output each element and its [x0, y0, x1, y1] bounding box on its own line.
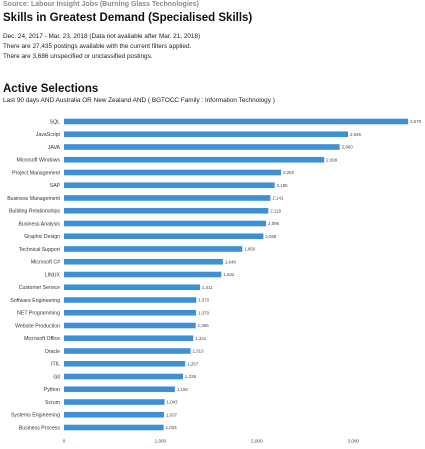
bar [64, 207, 269, 214]
bar [64, 424, 164, 431]
value-label: 2,068 [265, 234, 277, 239]
value-label: 1,257 [187, 361, 199, 366]
value-label: 2,119 [270, 208, 281, 213]
value-label: 1,235 [185, 374, 197, 379]
bar [64, 156, 325, 163]
bar [64, 271, 222, 278]
x-tick-label: 0 [63, 439, 66, 444]
category-label: Scrum [45, 400, 60, 406]
category-label: Project Management [12, 170, 60, 176]
category-label: NET Programming [17, 311, 60, 317]
value-label: 1,037 [166, 412, 178, 417]
category-label: Business Process [19, 425, 61, 431]
value-label: 1,150 [177, 387, 189, 392]
bar [64, 246, 243, 252]
bar [64, 182, 275, 189]
bar [64, 233, 264, 240]
unspecified-count-text: There are 3,686 unspecified or unclassif… [3, 53, 153, 60]
value-label: 2,699 [326, 157, 338, 162]
bar [64, 131, 348, 138]
value-label: 2,252 [283, 170, 295, 175]
category-label: Business Analysis [18, 221, 60, 227]
category-label: Graphic Design [24, 234, 60, 240]
category-label: Git [53, 374, 60, 380]
bar [64, 386, 175, 393]
bar [64, 399, 165, 405]
value-label: 3,570 [410, 119, 422, 124]
active-selections-filter: Last 90 days AND Australia OR New Zealan… [3, 97, 275, 104]
bar [64, 335, 194, 342]
category-label: Systems Engineering [11, 413, 60, 419]
postings-count-text: There are 27,435 postings available with… [3, 43, 192, 50]
x-tick-label: 3,000 [347, 439, 359, 444]
value-label: 2,860 [342, 145, 354, 150]
bar [64, 297, 197, 303]
category-label: Building Relationships [9, 209, 60, 215]
active-selections-title: Active Selections [3, 83, 99, 95]
x-tick-label: 2,000 [251, 439, 263, 444]
value-label: 1,033 [166, 425, 178, 430]
category-label: JAVA [48, 145, 61, 151]
value-label: 2,185 [277, 183, 289, 188]
bar [64, 360, 186, 367]
bar [64, 220, 267, 227]
category-label: Customer Service [19, 285, 60, 291]
category-label: Technical Support [19, 247, 61, 253]
source-note: Source: Labour Insight Jobs (Burning Gla… [3, 1, 199, 8]
value-label: 1,648 [225, 259, 237, 264]
value-label: 1,632 [223, 272, 235, 277]
category-label: Python [44, 387, 60, 393]
bar [64, 195, 271, 201]
category-label: ITIL [51, 362, 60, 368]
bar [64, 169, 282, 176]
value-label: 1,043 [167, 400, 179, 405]
value-label: 1,372 [198, 298, 210, 303]
category-label: SAP [50, 183, 61, 189]
x-tick-label: 1,000 [155, 439, 167, 444]
date-range: Dec. 24, 2017 - Mar. 23, 2018 (Data not … [3, 33, 201, 40]
category-label: Oracle [45, 349, 60, 355]
value-label: 1,341 [195, 336, 207, 341]
value-label: 2,946 [350, 132, 362, 137]
value-label: 1,411 [202, 285, 213, 290]
bar [64, 348, 191, 354]
category-label: Website Production [15, 323, 60, 329]
category-label: Business Management [7, 196, 60, 202]
value-label: 2,141 [272, 196, 284, 201]
category-label: JavaScript [36, 132, 61, 138]
value-label: 1,850 [244, 247, 256, 252]
bar [64, 284, 201, 291]
bar [64, 258, 223, 265]
value-label: 1,366 [198, 323, 210, 328]
page-title: Skills in Greatest Demand (Specialised S… [3, 12, 253, 24]
category-label: LINUX [45, 272, 61, 278]
value-label: 1,313 [193, 349, 205, 354]
bar [64, 373, 184, 380]
category-label: Microsoft Windows [16, 158, 60, 164]
bar [64, 144, 340, 150]
bar [64, 411, 164, 418]
bar [64, 118, 409, 125]
bar [64, 309, 197, 316]
value-label: 2,096 [268, 221, 280, 226]
category-label: SQL [50, 119, 60, 125]
category-label: Software Engineering [10, 298, 60, 304]
category-label: Microsoft Office [24, 336, 60, 342]
bar [64, 322, 196, 329]
value-label: 1,370 [198, 310, 210, 315]
category-label: Microsoft C# [31, 260, 60, 266]
